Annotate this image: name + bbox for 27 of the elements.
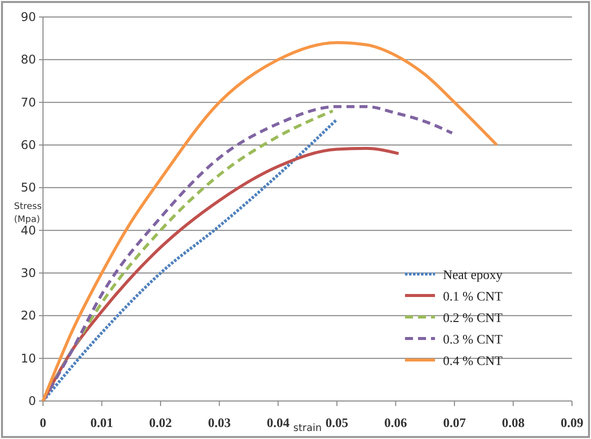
y-axis-title: Stress (Mpa) bbox=[14, 202, 42, 225]
legend-label: 0.4 % CNT bbox=[443, 353, 503, 368]
y-tick-label: 0 bbox=[28, 394, 36, 408]
x-axis-title: strain bbox=[293, 423, 322, 434]
x-tick-label: 0 bbox=[40, 415, 46, 430]
x-tick-label: 0.09 bbox=[560, 415, 584, 430]
y-tick-label: 80 bbox=[20, 52, 36, 67]
x-tick-label: 0.08 bbox=[502, 415, 526, 430]
x-tick-label: 0.03 bbox=[208, 415, 232, 430]
y-tick-label: 20 bbox=[20, 308, 36, 323]
y-tick-label: 90 bbox=[20, 10, 36, 24]
y-tick-label: 30 bbox=[20, 266, 36, 280]
legend-label: 0.2 % CNT bbox=[443, 310, 503, 325]
legend-label: 0.1 % CNT bbox=[443, 288, 503, 304]
y-tick-label: 70 bbox=[20, 95, 36, 110]
legend-label: Neat epoxy bbox=[443, 267, 504, 282]
y-tick-label: 60 bbox=[20, 138, 36, 152]
y-tick-label: 50 bbox=[20, 180, 36, 195]
x-tick-label: 0.05 bbox=[326, 415, 349, 430]
x-tick-label: 0.06 bbox=[384, 415, 408, 430]
x-tick-label: 0.07 bbox=[443, 415, 466, 430]
x-tick-label: 0.01 bbox=[90, 415, 114, 430]
y-tick-label: 10 bbox=[20, 351, 36, 366]
x-tick-label: 0.02 bbox=[149, 415, 172, 430]
legend-label: 0.3 % CNT bbox=[443, 332, 503, 346]
x-tick-label: 0.04 bbox=[266, 415, 290, 430]
y-tick-label: 40 bbox=[20, 223, 36, 238]
